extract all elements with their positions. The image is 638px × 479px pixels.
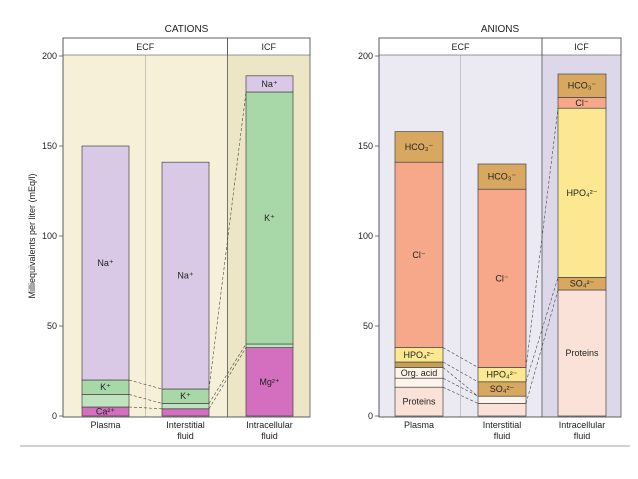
bar-segment-label: Na⁺ (261, 79, 278, 89)
bar-segment (394, 161, 444, 348)
y-tick-label: 200 (42, 51, 57, 61)
connector-line (442, 347, 479, 368)
connector-line (442, 377, 479, 397)
y-tick-label: 100 (42, 231, 57, 241)
x-category-label-line2: fluid (177, 431, 194, 441)
connector-line (442, 386, 479, 404)
bar-segment (477, 188, 527, 368)
y-tick-label: 50 (363, 321, 373, 331)
connector-line (525, 277, 559, 382)
x-category-label: Intracellular (559, 420, 606, 430)
bar-segment (557, 289, 607, 417)
y-tick-label: 0 (368, 411, 373, 421)
bar-segment-label: SO₄²⁻ (570, 279, 595, 289)
bar-segment-label: Cl⁻ (412, 250, 425, 260)
bar-segment-label: Org. acid (401, 368, 438, 378)
chart-title: CATIONS (165, 24, 209, 35)
bar-segment (161, 408, 210, 417)
bar-segment-label: Proteins (402, 397, 436, 407)
bar-segment (245, 347, 294, 417)
bar-segment-label: SO₄²⁻ (490, 384, 515, 394)
compartment-header-label: ECF (452, 42, 471, 52)
bar-segment-label: HPO₄²⁻ (487, 370, 518, 380)
y-axis-label: Milliequivalents per liter (mEq/l) (27, 173, 37, 298)
bar-segment (477, 395, 527, 404)
bar-segment (394, 386, 444, 417)
bar-segment-label: Cl⁻ (495, 273, 508, 283)
bar-segment (245, 75, 294, 93)
compartment-header-label: ICF (574, 42, 589, 52)
bar-segment-label: Na⁺ (177, 271, 194, 281)
bar-segment-label: Proteins (565, 348, 599, 358)
bar-segment-label: HCO₃⁻ (568, 81, 597, 91)
x-category-label: Interstitial (166, 420, 205, 430)
connector-line (208, 343, 247, 404)
bar-segment (557, 73, 607, 98)
connector-line (208, 347, 247, 409)
connector-line (128, 379, 163, 390)
bar-segment-label: HPO₄²⁻ (567, 188, 598, 198)
y-tick-label: 100 (358, 231, 373, 241)
bar-segment-label: HCO₃⁻ (488, 172, 517, 182)
bar-segment (394, 377, 444, 388)
y-tick-label: 200 (358, 51, 373, 61)
y-tick-label: 50 (47, 321, 57, 331)
x-category-label-line2: fluid (574, 431, 591, 441)
bar-segment-label: Na⁺ (97, 258, 114, 268)
connector-line (525, 108, 559, 368)
bar-segment (81, 145, 130, 381)
bar-segment-label: Mg²⁺ (259, 377, 279, 387)
bar-segment-label: K⁺ (100, 382, 111, 392)
bar-segment-label: Cl⁻ (575, 98, 588, 108)
bar-segment (394, 361, 444, 368)
bar-segment-label: HPO₄²⁻ (404, 350, 435, 360)
connector-line (442, 361, 479, 383)
connector-line (442, 367, 479, 397)
connector-line (128, 394, 163, 404)
x-category-label-line2: fluid (494, 431, 511, 441)
compartment-header-label: ECF (136, 42, 155, 52)
bar-segment (161, 403, 210, 410)
bar-segment (477, 403, 527, 417)
x-category-label: Plasma (90, 420, 120, 430)
compartment-header-label: ICF (262, 42, 277, 52)
bar-segment (81, 394, 130, 408)
bar-segment-label: K⁺ (264, 213, 275, 223)
bar-segment (394, 131, 444, 163)
y-tick-label: 150 (42, 141, 57, 151)
chart-title: ANIONS (481, 24, 520, 35)
x-category-label: Plasma (404, 420, 434, 430)
x-category-label-line2: fluid (261, 431, 278, 441)
bar-segment (245, 343, 294, 348)
y-tick-label: 0 (52, 411, 57, 421)
x-category-label: Intracellular (246, 420, 293, 430)
bar-segment-label: HCO₃⁻ (405, 142, 434, 152)
bar-segment-label: K⁺ (180, 391, 191, 401)
x-category-label: Interstitial (483, 420, 522, 430)
y-tick-label: 150 (358, 141, 373, 151)
bar-segment (161, 161, 210, 390)
bar-segment-label: Ca²⁺ (96, 407, 116, 417)
bar-segment (477, 163, 527, 190)
connector-line (128, 406, 163, 410)
